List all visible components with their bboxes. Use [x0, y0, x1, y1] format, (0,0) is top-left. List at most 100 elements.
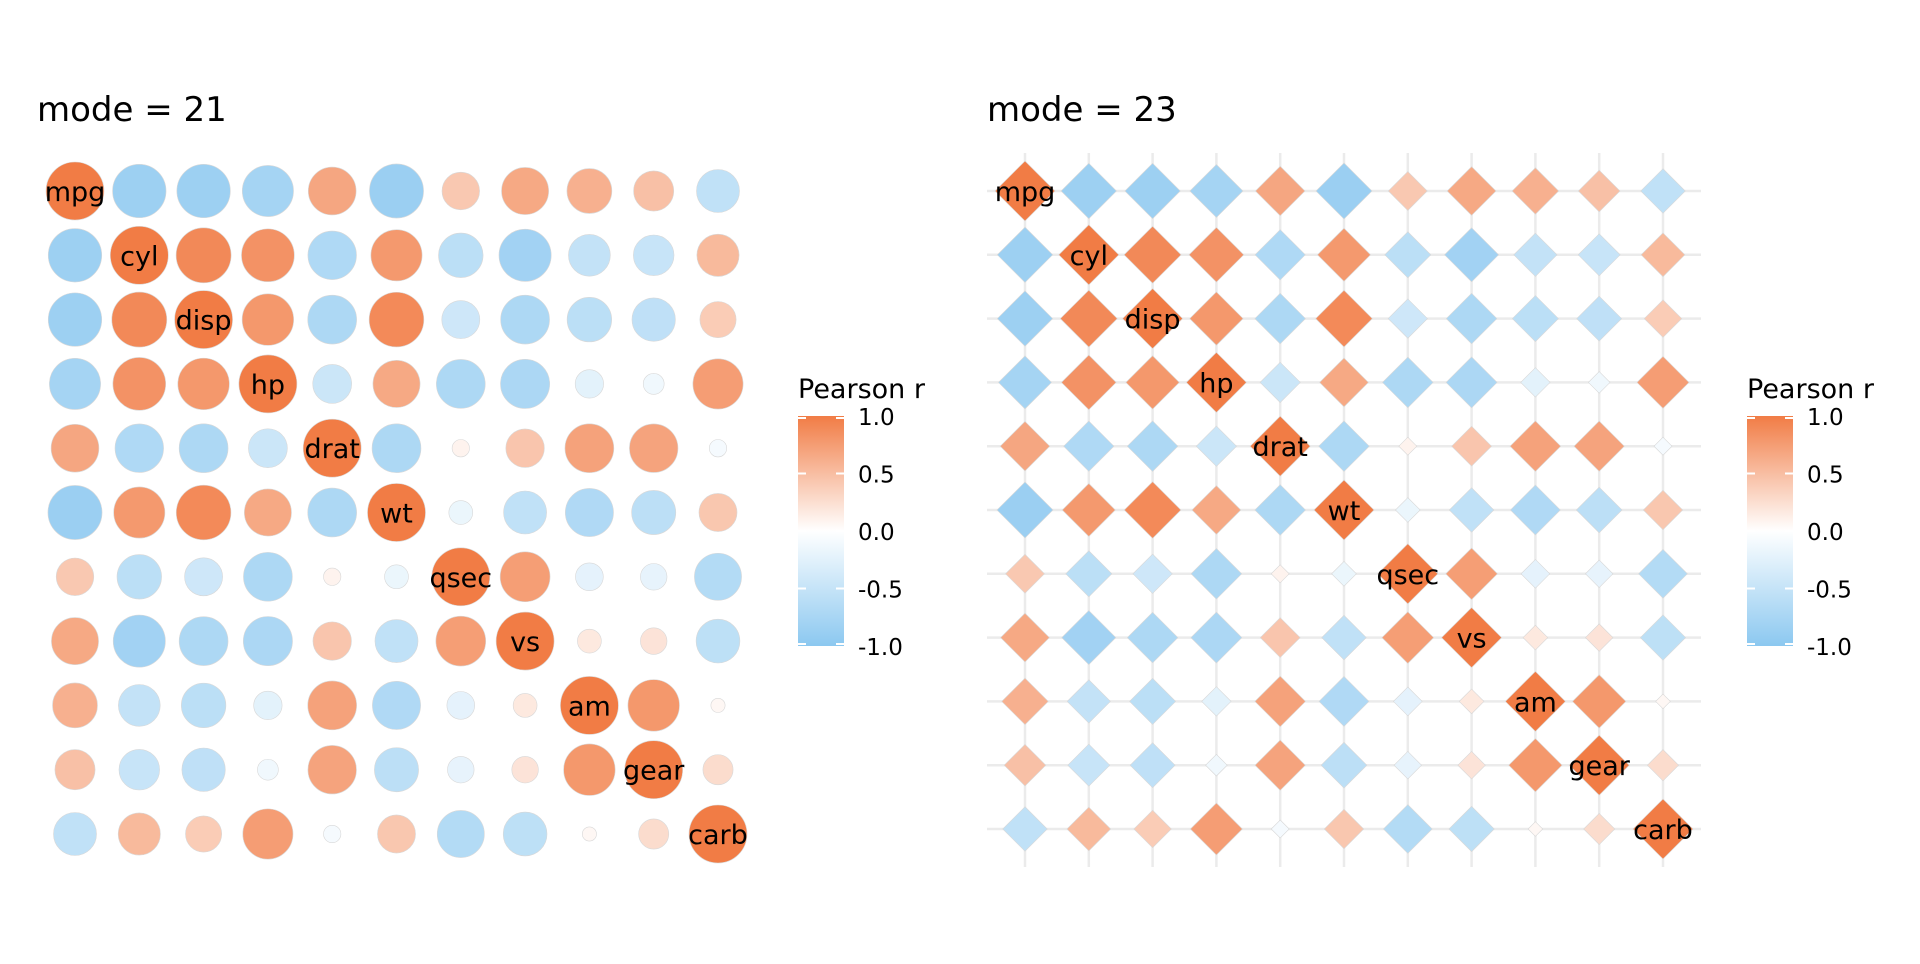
correlation-diamond — [1383, 804, 1433, 854]
diagonal-label: gear — [1568, 751, 1630, 782]
legend-tick-label: -1.0 — [858, 635, 903, 661]
diagonal-label: carb — [688, 820, 748, 851]
correlation-circle — [50, 423, 100, 473]
correlation-circle — [113, 486, 166, 539]
correlation-diamond — [1653, 436, 1673, 456]
correlation-circle — [699, 301, 737, 339]
correlation-diamond — [1067, 743, 1111, 787]
correlation-diamond — [1249, 415, 1311, 477]
correlation-circle — [238, 354, 298, 414]
correlation-diamond — [994, 160, 1056, 222]
correlation-diamond — [1189, 802, 1243, 856]
correlation-circle — [702, 754, 734, 786]
correlation-circle — [185, 815, 223, 853]
correlation-circle — [629, 423, 679, 473]
correlation-diamond — [1643, 299, 1683, 338]
correlation-circle — [500, 358, 551, 409]
correlation-circle — [178, 423, 229, 473]
correlation-diamond — [1318, 676, 1370, 727]
correlation-diamond — [1001, 677, 1049, 726]
correlation-circle — [564, 423, 615, 473]
correlation-diamond — [1003, 743, 1047, 787]
correlation-circle — [257, 758, 279, 781]
legend-tick-label: 0.0 — [858, 520, 895, 546]
correlation-diamond — [1189, 291, 1244, 346]
correlation-circle — [178, 616, 229, 666]
correlation-circle — [624, 740, 684, 800]
correlation-circle — [688, 804, 748, 864]
correlation-diamond — [996, 290, 1054, 347]
correlation-diamond — [1066, 679, 1111, 724]
correlation-circle — [118, 684, 161, 727]
correlation-circle — [243, 552, 293, 602]
correlation-diamond — [1259, 361, 1301, 403]
correlation-circle — [116, 554, 162, 600]
correlation-diamond — [1577, 169, 1621, 213]
correlation-diamond — [1185, 351, 1247, 413]
correlation-circle — [498, 228, 552, 282]
diagonal-label: am — [1514, 687, 1557, 718]
correlation-diamond — [1575, 486, 1623, 534]
correlation-circle — [431, 547, 491, 607]
correlation-circle — [566, 297, 612, 343]
diagonal-label: vs — [510, 627, 540, 658]
correlation-diamond — [1065, 550, 1113, 598]
correlation-diamond — [1585, 623, 1614, 652]
correlation-diamond — [1331, 561, 1357, 587]
diagonal-label: am — [568, 691, 611, 722]
diagonal-label: drat — [305, 434, 360, 465]
correlation-circle — [45, 161, 105, 221]
correlation-diamond — [1381, 611, 1435, 664]
correlation-diamond — [1509, 420, 1562, 472]
correlation-circle — [253, 690, 283, 720]
correlation-diamond — [1254, 739, 1306, 791]
correlation-diamond — [996, 481, 1054, 539]
correlation-diamond — [1387, 171, 1428, 211]
correlation-diamond — [1510, 484, 1561, 536]
correlation-diamond — [1313, 479, 1375, 541]
correlation-diamond — [1646, 749, 1680, 782]
legend: Pearson r 1.0 0.5 0.0 -0.5 -1.0 — [798, 374, 926, 661]
correlation-circle — [384, 564, 409, 590]
correlation-circle — [307, 294, 357, 345]
correlation-diamond — [1639, 614, 1687, 661]
correlation-circle — [174, 290, 233, 349]
correlation-circle — [627, 679, 680, 732]
correlation-circle — [52, 682, 98, 729]
correlation-diamond — [1511, 295, 1559, 343]
legend-tick-label: -0.5 — [858, 578, 903, 604]
correlation-circle — [47, 292, 103, 347]
correlation-diamond — [1188, 227, 1245, 283]
diagonal-label: hp — [251, 370, 285, 401]
correlation-diamond — [1520, 558, 1551, 589]
correlation-circle — [631, 297, 676, 342]
correlation-circle — [633, 170, 675, 212]
correlation-diamond — [1205, 753, 1228, 777]
correlation-diamond — [1448, 805, 1495, 853]
correlation-circle — [176, 163, 231, 219]
correlation-diamond — [1636, 355, 1690, 409]
correlation-diamond — [1321, 614, 1367, 661]
correlation-circle — [577, 628, 602, 654]
correlation-diamond — [1508, 738, 1563, 793]
correlation-diamond — [1576, 295, 1623, 342]
correlation-circle — [563, 743, 616, 796]
correlation-circle — [110, 226, 169, 285]
diagonal-label: cyl — [1070, 241, 1108, 272]
diagonal-label: wt — [1328, 496, 1361, 527]
correlation-diamond — [999, 421, 1051, 472]
correlation-circle — [47, 228, 103, 283]
correlation-circle — [244, 488, 292, 537]
correlation-diamond — [1066, 806, 1112, 852]
correlation-diamond — [998, 355, 1052, 410]
correlation-diamond — [1522, 624, 1549, 651]
correlation-circle — [377, 814, 416, 854]
correlation-diamond — [1195, 425, 1237, 467]
correlation-diamond — [1317, 227, 1371, 282]
correlation-diamond — [1133, 809, 1172, 849]
diagonal-label: qsec — [1376, 560, 1439, 591]
correlation-circle — [175, 227, 232, 284]
correlation-circle — [242, 808, 294, 860]
legend-tick-label: 1.0 — [1807, 405, 1844, 431]
